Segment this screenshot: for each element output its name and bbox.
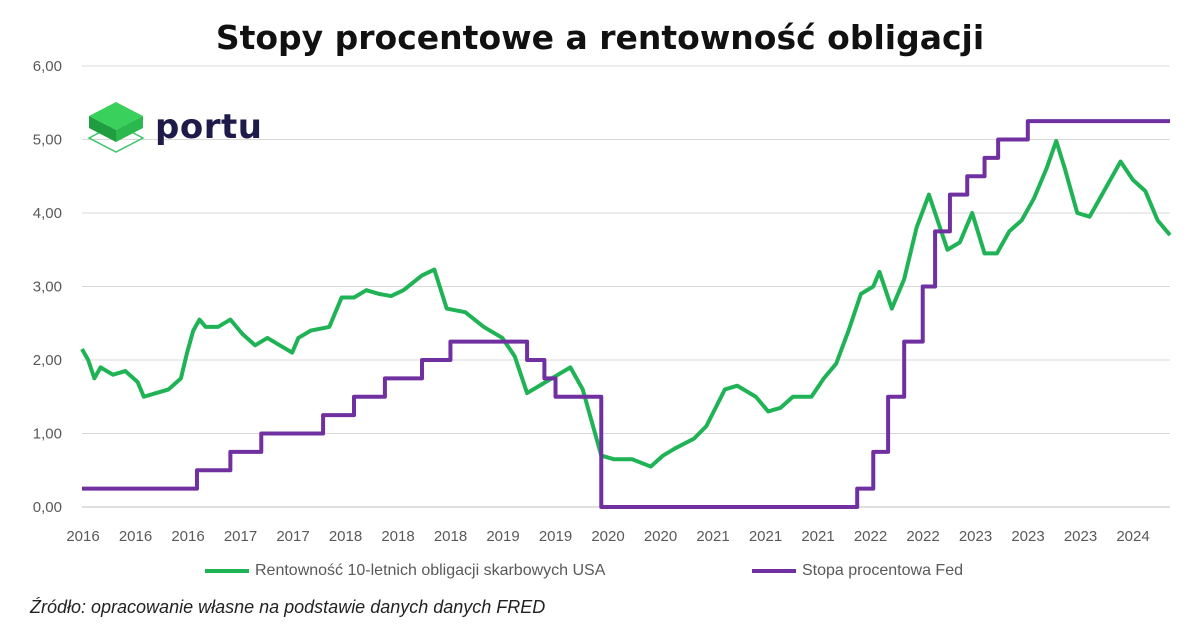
x-tick-label: 2021 [801,528,834,545]
x-tick-label: 2016 [119,528,152,545]
x-tick-label: 2020 [591,528,624,545]
legend-item-fed: Stopa procentowa Fed [752,562,963,580]
legend-label: Stopa procentowa Fed [802,562,963,579]
legend-item-treasury: Rentowność 10-letnich obligacji skarbowy… [205,562,605,580]
x-tick-label: 2020 [644,528,677,545]
logo-text: portu [155,107,263,147]
x-tick-label: 2021 [696,528,729,545]
treasury-yield-line [80,138,1172,469]
x-tick-label: 2017 [224,528,257,545]
fed-rate-line [82,119,1170,509]
x-tick-label: 2016 [66,528,99,545]
y-tick-label: 1,00 [33,426,62,443]
y-tick-label: 4,00 [33,205,62,222]
chart-title: Stopy procentowe a rentowność obligacji [215,18,985,57]
legend-label: Rentowność 10-letnich obligacji skarbowy… [255,562,606,579]
x-tick-label: 2024 [1116,528,1149,545]
x-tick-label: 2022 [854,528,887,545]
source-note: Źródło: opracowanie własne na podstawie … [30,597,546,617]
x-tick-label: 2021 [749,528,782,545]
x-tick-label: 2018 [329,528,362,545]
x-tick-label: 2022 [906,528,939,545]
x-tick-label: 2018 [381,528,414,545]
portu-logo: portu [85,98,262,156]
y-tick-label: 0,00 [33,499,62,516]
x-tick-label: 2016 [171,528,204,545]
y-tick-label: 3,00 [33,279,62,296]
y-tick-label: 5,00 [33,132,62,149]
legend-swatch [752,569,796,573]
x-tick-label: 2018 [434,528,467,545]
y-tick-label: 2,00 [33,352,62,369]
x-tick-label: 2019 [539,528,572,545]
x-tick-label: 2023 [959,528,992,545]
y-tick-label: 6,00 [33,58,62,75]
x-tick-label: 2023 [1064,528,1097,545]
x-tick-label: 2017 [276,528,309,545]
x-tick-label: 2019 [486,528,519,545]
x-tick-label: 2023 [1011,528,1044,545]
logo-cube-icon [87,102,145,153]
legend-swatch [205,569,249,573]
